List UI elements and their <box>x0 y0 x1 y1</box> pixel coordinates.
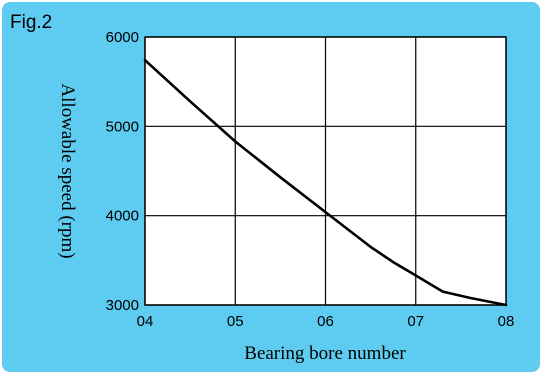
x-tick-labels: 04 05 06 07 08 <box>137 313 515 330</box>
x-tick-label: 05 <box>227 313 244 330</box>
x-tick-label: 06 <box>317 313 334 330</box>
x-tick-label: 08 <box>498 313 515 330</box>
y-tick-labels: 6000 5000 4000 3000 <box>106 29 139 314</box>
figure-label: Fig.2 <box>10 12 52 33</box>
speed-curve-line <box>143 58 508 307</box>
plot-frame <box>144 36 507 306</box>
y-tick-label: 6000 <box>106 29 139 46</box>
y-axis-title: Allowable speed (rpm) <box>57 83 78 258</box>
y-tick-label: 3000 <box>106 297 139 314</box>
series-group <box>143 58 508 307</box>
x-tick-label: 07 <box>407 313 424 330</box>
y-tick-label: 4000 <box>106 208 139 225</box>
x-tick-label: 04 <box>137 313 154 330</box>
y-tick-label: 5000 <box>106 118 139 135</box>
x-axis-title: Bearing bore number <box>244 343 406 364</box>
